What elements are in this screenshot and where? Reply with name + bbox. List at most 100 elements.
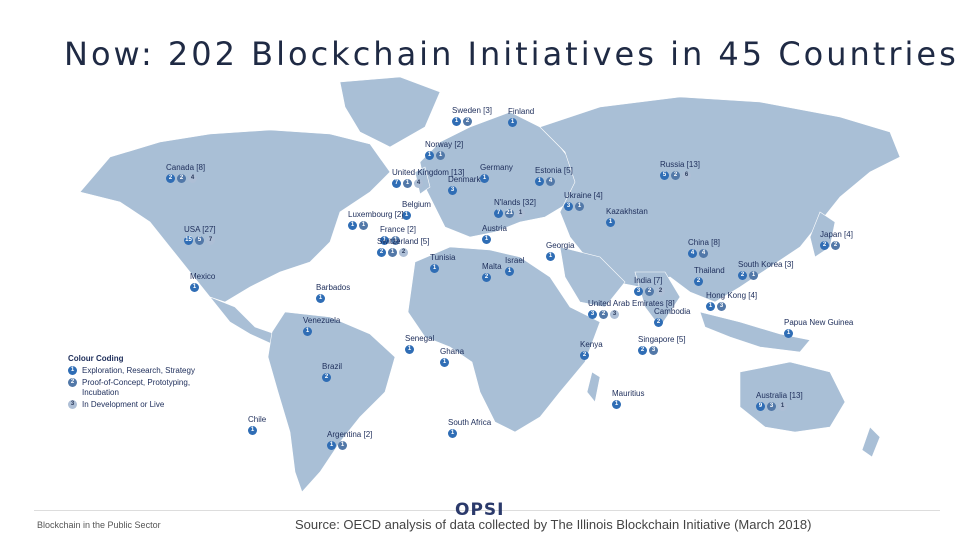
legend-label: In Development or Live: [82, 400, 165, 409]
count-badge: 1: [348, 221, 357, 230]
count-badge: 4: [188, 174, 197, 183]
count-badge: 2: [580, 351, 589, 360]
count-badge: 1: [448, 429, 457, 438]
count-badge: 3: [448, 186, 457, 195]
legend-heading: Colour Coding: [68, 354, 124, 363]
country-label: N'lands [32]: [494, 198, 536, 207]
country-counts: 1: [482, 235, 491, 244]
north-america-shape: [79, 129, 391, 303]
count-badge: 1: [359, 221, 368, 230]
count-badge: 3: [634, 287, 643, 296]
count-badge: 9: [756, 402, 765, 411]
country-counts: 2: [694, 277, 703, 286]
count-badge: 2: [831, 241, 840, 250]
country-counts: 1: [606, 218, 615, 227]
count-badge: 7: [494, 209, 503, 218]
count-badge: 6: [682, 171, 691, 180]
country-label: Senegal: [405, 334, 435, 343]
count-badge: 1: [482, 235, 491, 244]
country-label: Japan [4]: [820, 230, 853, 239]
country-label: United Kingdom [13]: [392, 168, 465, 177]
south-america-shape: [267, 311, 396, 493]
country-label: Argentina [2]: [327, 430, 373, 439]
count-badge: 2: [399, 248, 408, 257]
count-badge: 7: [392, 179, 401, 188]
country-counts: 2: [580, 351, 589, 360]
country-label: Singapore [5]: [638, 335, 686, 344]
country-counts: 1: [612, 400, 621, 409]
count-badge: 2: [599, 310, 608, 319]
count-badge: 3: [610, 310, 619, 319]
count-badge: 1: [778, 402, 787, 411]
greenland-shape: [339, 76, 441, 148]
tier-2-dot: 2: [68, 378, 77, 387]
count-badge: 5: [195, 236, 204, 245]
country-label: Barbados: [316, 283, 351, 292]
count-badge: 1: [612, 400, 621, 409]
count-badge: 2: [482, 273, 491, 282]
count-badge: 3: [717, 302, 726, 311]
arabia-shape: [559, 246, 626, 308]
country-counts: 1: [784, 329, 793, 338]
country-label: Luxembourg [2]: [348, 210, 404, 219]
country-label: Georgia: [546, 241, 575, 250]
country-label: Brazil: [322, 362, 343, 371]
legend-label: Exploration, Research, Strategy: [82, 366, 195, 375]
count-badge: 1: [430, 264, 439, 273]
country-label: India [7]: [634, 276, 663, 285]
count-badge: 5: [660, 171, 669, 180]
australia-shape: [739, 361, 846, 433]
footer-left-text: Blockchain in the Public Sector: [37, 520, 161, 530]
country-label: Norway [2]: [425, 140, 464, 149]
count-badge: 1: [535, 177, 544, 186]
count-badge: 2: [738, 271, 747, 280]
country-label: Australia [13]: [756, 391, 803, 400]
country-counts: 7 21 1: [494, 209, 525, 218]
count-badge: 1: [327, 441, 336, 450]
count-badge: 1: [303, 327, 312, 336]
country-counts: 3: [448, 186, 457, 195]
count-badge: 2: [656, 287, 665, 296]
country-counts: 1: [405, 345, 414, 354]
country-label: USA [27]: [184, 225, 216, 234]
count-badge: 1: [546, 252, 555, 261]
country-label: Chile: [248, 415, 267, 424]
count-badge: 2: [671, 171, 680, 180]
country-counts: 1: [440, 358, 449, 367]
count-badge: 3: [767, 402, 776, 411]
count-badge: 1: [606, 218, 615, 227]
country-counts: 1: [190, 283, 199, 292]
count-badge: 1: [391, 236, 400, 245]
count-badge: 1: [452, 117, 461, 126]
count-badge: 4: [699, 249, 708, 258]
count-badge: 1: [436, 151, 445, 160]
country-counts: 1: [248, 426, 257, 435]
count-badge: 4: [688, 249, 697, 258]
count-badge: 2: [177, 174, 186, 183]
country-label: Switzerland [5]: [377, 237, 430, 246]
count-badge: 1: [402, 211, 411, 220]
country-label: China [8]: [688, 238, 721, 247]
country-label: Estonia [5]: [535, 166, 573, 175]
count-badge: 3: [588, 310, 597, 319]
count-badge: 2: [638, 346, 647, 355]
country-label: France [2]: [380, 225, 417, 234]
count-badge: 1: [516, 209, 525, 218]
africa-shape: [407, 246, 601, 433]
world-map: [79, 76, 901, 493]
count-badge: 1: [405, 345, 414, 354]
count-badge: 2: [645, 287, 654, 296]
country-label: Mauritius: [612, 389, 645, 398]
count-badge: 1: [425, 151, 434, 160]
country-label: South Africa: [448, 418, 492, 427]
country-counts: 1: [505, 267, 514, 276]
